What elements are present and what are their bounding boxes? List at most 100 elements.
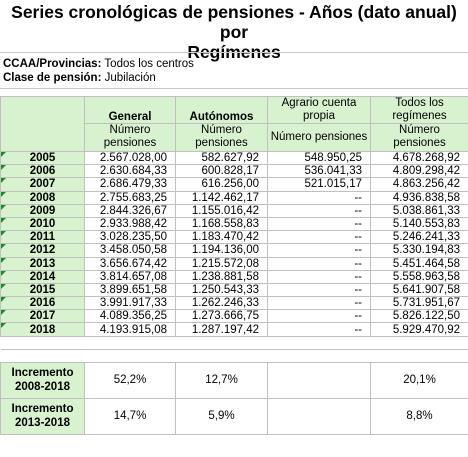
todos-cell: 4.809.298,42: [370, 164, 468, 179]
agrario-cell: --: [267, 203, 371, 218]
col-header-agrario-line1: Agrario cuenta: [281, 97, 357, 110]
agrario-cell: --: [267, 309, 371, 324]
col-header-agrario: Agrario cuenta propia: [267, 96, 371, 124]
title-line-1: Series cronológicas de pensiones - Años …: [11, 2, 457, 42]
increment-row: Incremento 2013-2018 14,7% 5,9% 8,8%: [0, 397, 468, 435]
general-cell: 4.193.915,08: [84, 322, 176, 337]
divider: [0, 88, 468, 89]
subheader-todos: Número pensiones: [370, 123, 468, 152]
agrario-cell: 521.015,17: [267, 177, 371, 192]
general-cell: 4.089.356,25: [84, 309, 176, 324]
subheader-agrario: Número pensiones: [267, 123, 371, 152]
clase-label: Clase de pensión:: [3, 72, 102, 84]
spacer-row: [0, 348, 468, 363]
year-cell: 2017: [0, 309, 85, 324]
todos-cell: 4.936.838,58: [370, 190, 468, 205]
table-row: 2017 4.089.356,25 1.273.666,75 -- 5.826.122,…: [0, 309, 468, 324]
autonomos-cell: 1.155.016,42: [175, 203, 268, 218]
subheader-autonomos-line2: pensiones: [195, 137, 248, 149]
table-row: 2014 3.814.657,08 1.238.881,58 -- 5.558.963,…: [0, 269, 468, 284]
clase-filter: Clase de pensión: Jubilación: [3, 72, 156, 85]
todos-cell: 5.451.464,58: [370, 256, 468, 271]
clase-value: Jubilación: [104, 72, 156, 84]
year-cell: 2013: [0, 256, 85, 271]
agrario-cell: --: [267, 256, 371, 271]
col-header-todos-line2: regímenes: [392, 110, 447, 122]
divider: [0, 52, 468, 53]
agrario-cell: --: [267, 216, 371, 232]
increment-label-line1: Incremento: [11, 403, 74, 416]
table-row: 2006 2.630.684,33 600.828,17 536.041,33 4.80…: [0, 164, 468, 179]
year-cell: 2007: [0, 177, 85, 192]
agrario-cell: --: [267, 230, 371, 245]
col-header-todos: Todos los regímenes: [370, 96, 468, 124]
general-cell: 2.630.684,33: [84, 164, 176, 179]
agrario-cell: --: [267, 322, 371, 337]
increment-autonomos: 5,9%: [175, 397, 268, 435]
spacer-cell: [84, 335, 176, 350]
table-row: 2011 3.028.235,50 1.183.470,42 -- 5.246.241,…: [0, 230, 468, 245]
increment-row: Incremento 2008-2018 52,2% 12,7% 20,1%: [0, 361, 468, 399]
subheader-row: Número pensiones Número pensiones Número…: [1, 123, 468, 152]
report-title: Series cronológicas de pensiones - Años …: [0, 2, 468, 62]
table-row: 2012 3.458.050,58 1.194.136,00 -- 5.330.194,…: [0, 243, 468, 258]
col-header-todos-line1: Todos los: [395, 97, 444, 110]
todos-cell: 5.826.122,50: [370, 309, 468, 324]
general-cell: 3.656.674,42: [84, 256, 176, 271]
year-cell: 2012: [0, 243, 85, 258]
increment-todos: 20,1%: [370, 361, 468, 399]
spacer-cell: [370, 335, 468, 350]
todos-cell: 4.678.268,92: [370, 150, 468, 166]
increment-general: 14,7%: [84, 397, 176, 435]
agrario-cell: --: [267, 190, 371, 205]
year-cell: 2008: [0, 190, 85, 205]
spacer-cell: [267, 348, 371, 363]
table-row: 2018 4.193.915,08 1.287.197,42 -- 5.929.470,…: [0, 322, 468, 337]
year-cell: 2006: [0, 164, 85, 179]
autonomos-cell: 1.273.666,75: [175, 309, 268, 324]
header-corner: [0, 96, 85, 152]
subheader-general: Número pensiones: [84, 123, 176, 152]
subheader-general-line1: Número: [109, 124, 151, 137]
general-cell: 2.844.326,67: [84, 203, 176, 218]
general-cell: 3.991.917,33: [84, 296, 176, 311]
autonomos-cell: 1.142.462,17: [175, 190, 268, 205]
year-cell: 2016: [0, 296, 85, 311]
col-header-autonomos: Autónomos: [175, 96, 268, 124]
autonomos-cell: 600.828,17: [175, 164, 268, 179]
table-row: 2015 3.899.651,58 1.250.543,33 -- 5.641.907,…: [0, 282, 468, 298]
agrario-cell: --: [267, 269, 371, 284]
todos-cell: 5.140.553,83: [370, 216, 468, 232]
spacer-cell: [0, 348, 85, 363]
todos-cell: 5.038.861,33: [370, 203, 468, 218]
autonomos-cell: 1.168.558,83: [175, 216, 268, 232]
table-row: 2007 2.686.479,33 616.256,00 521.015,17 4.86…: [0, 177, 468, 192]
agrario-cell: --: [267, 296, 371, 311]
todos-cell: 5.558.963,58: [370, 269, 468, 284]
autonomos-cell: 1.250.543,33: [175, 282, 268, 298]
pension-table: General Autónomos Agrario cuenta propia …: [0, 96, 468, 435]
spacer-cell: [84, 348, 176, 363]
table-row: 2005 2.567.028,00 582.627,92 548.950,25 4.67…: [0, 150, 468, 166]
ccaa-label: CCAA/Provincias:: [3, 58, 102, 70]
agrario-cell: --: [267, 282, 371, 298]
agrario-cell: --: [267, 243, 371, 258]
ccaa-filter: CCAA/Provincias: Todos los centros: [3, 58, 194, 71]
year-cell: 2014: [0, 269, 85, 284]
general-cell: 3.028.235,50: [84, 230, 176, 245]
col-header-agrario-line2: propia: [303, 110, 335, 122]
autonomos-cell: 1.215.572,08: [175, 256, 268, 271]
autonomos-cell: 1.183.470,42: [175, 230, 268, 245]
increment-label-line2: 2013-2018: [15, 417, 70, 430]
todos-cell: 5.330.194,83: [370, 243, 468, 258]
todos-cell: 5.929.470,92: [370, 322, 468, 337]
year-cell: 2015: [0, 282, 85, 298]
agrario-cell: 548.950,25: [267, 150, 371, 166]
todos-cell: 4.863.256,42: [370, 177, 468, 192]
header-row: General Autónomos Agrario cuenta propia …: [0, 96, 468, 152]
increment-agrario: [267, 361, 371, 399]
general-cell: 2.567.028,00: [84, 150, 176, 166]
increment-agrario: [267, 397, 371, 435]
table-row: 2013 3.656.674,42 1.215.572,08 -- 5.451.464,…: [0, 256, 468, 271]
increment-general: 52,2%: [84, 361, 176, 399]
